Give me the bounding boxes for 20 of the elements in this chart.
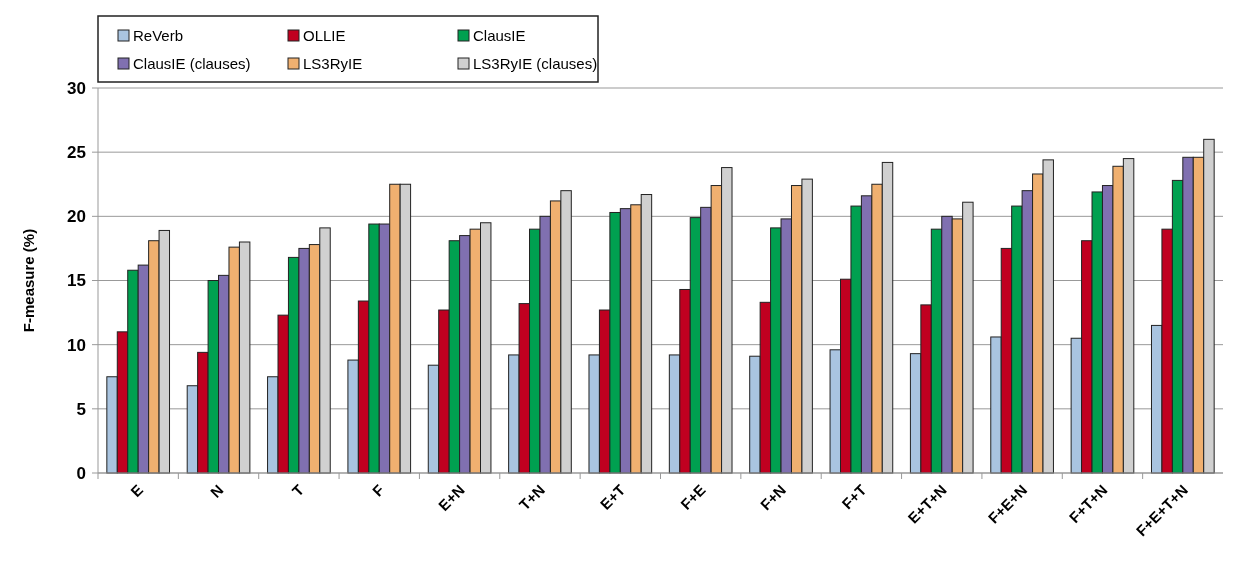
y-tick-label: 15 — [67, 271, 86, 291]
y-axis-title: F-measure (%) — [20, 228, 37, 333]
x-tick-label: N — [206, 481, 227, 501]
x-tick-label: E — [127, 481, 147, 501]
legend-label: LS3RyIE — [303, 55, 363, 73]
legend-label: ClausIE (clauses) — [133, 55, 251, 73]
x-tick-label: F — [368, 481, 388, 500]
x-tick-label: F+T — [838, 481, 870, 513]
x-tick-label: T — [288, 481, 308, 500]
x-tick-label: T+N — [515, 481, 549, 514]
y-tick-label: 30 — [67, 78, 86, 98]
legend-label: ReVerb — [133, 27, 184, 45]
legend-label: OLLIE — [303, 27, 346, 45]
y-tick-label: 0 — [76, 463, 86, 483]
y-tick-label: 10 — [67, 335, 86, 355]
legend-label: LS3RyIE (clauses) — [473, 55, 598, 73]
y-tick-label: 5 — [76, 399, 86, 419]
y-tick-label: 25 — [67, 143, 86, 163]
legend-label: ClausIE — [473, 27, 526, 45]
y-tick-label: 20 — [67, 207, 86, 227]
